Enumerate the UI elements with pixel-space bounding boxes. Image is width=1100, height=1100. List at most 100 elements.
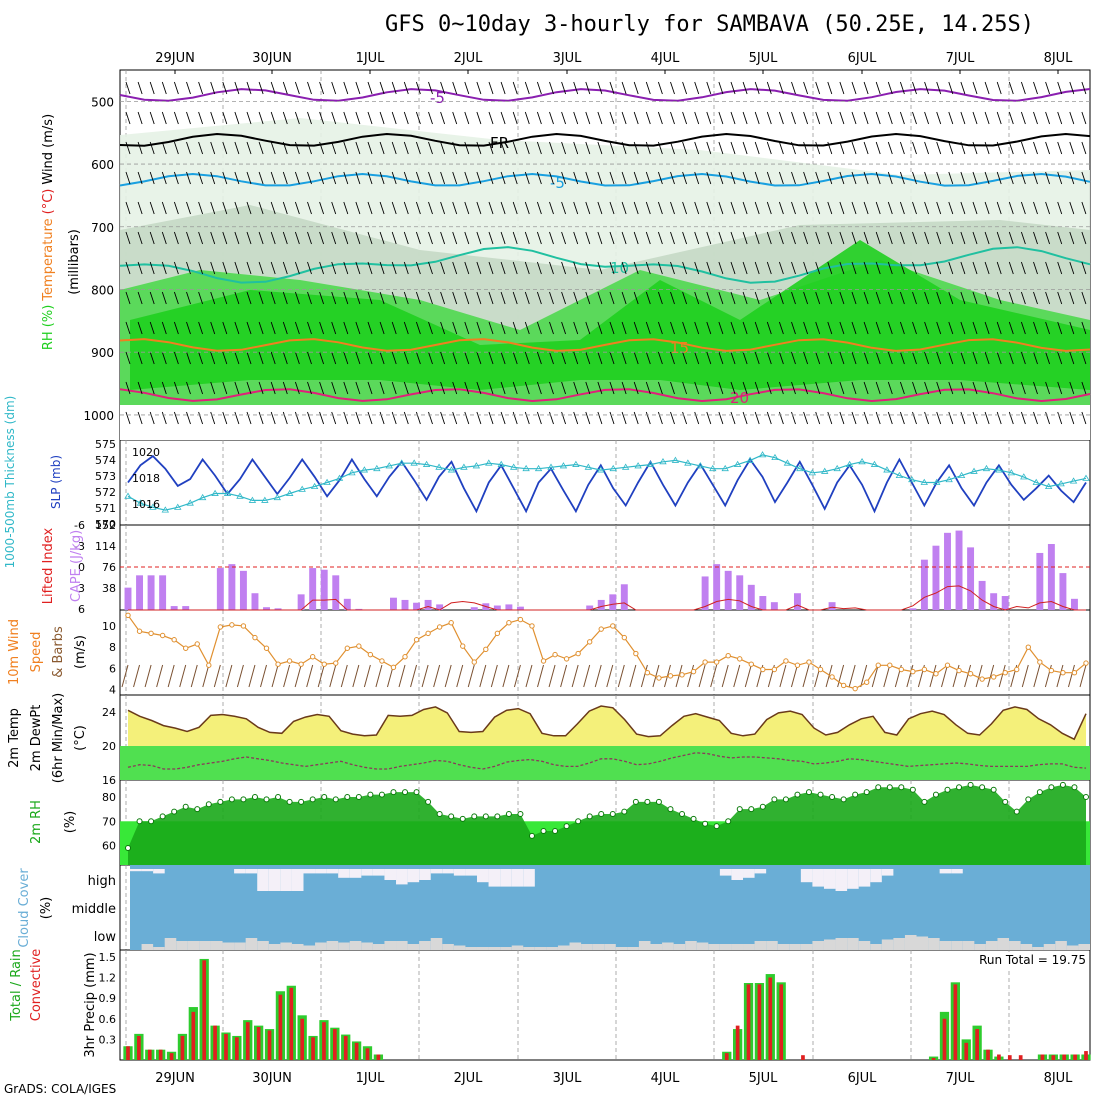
wind-barb-10m [1067, 664, 1075, 688]
rh-point [228, 796, 235, 803]
cloud-high-bar [384, 869, 397, 880]
precip-convective-bar [1040, 1054, 1045, 1060]
wind-barb [694, 351, 700, 365]
li-ylabel: Lifted Index [41, 527, 56, 604]
precip-convective-bar [724, 1053, 729, 1060]
wind-barb [549, 261, 554, 275]
wind-barb [428, 261, 433, 275]
thickness-point [895, 471, 904, 478]
wind-barb [282, 321, 288, 335]
wind-barb [1008, 201, 1014, 215]
wind-barb [609, 81, 615, 95]
cloud-low-bar [823, 939, 836, 950]
wind-barb [367, 261, 373, 275]
wind-barb [645, 381, 651, 395]
wind-barb [924, 231, 930, 245]
wind-barb-10m [617, 664, 625, 688]
wind-barb [1045, 201, 1051, 215]
wind-barb [585, 261, 591, 275]
precip-tick: 1.5 [99, 951, 117, 964]
wind-barb [972, 351, 978, 365]
rh-point [332, 796, 339, 803]
wind-barb [742, 381, 748, 395]
wind-barb [294, 141, 300, 155]
wind-barb [645, 351, 651, 365]
wind-barb [343, 141, 349, 155]
wind-barb [415, 291, 421, 305]
wind-barb [270, 321, 276, 335]
wind-barb-10m [629, 664, 637, 688]
wind-barb [682, 291, 688, 305]
temp-area [128, 706, 1086, 746]
wind-barb-10m [467, 664, 475, 688]
wind-barb [512, 261, 518, 275]
wind-barb [742, 411, 748, 425]
cloud-low-bar [407, 944, 420, 950]
wind-barb [186, 291, 191, 305]
wind-barb [294, 411, 300, 425]
cloud-high-bar [870, 869, 882, 883]
precip-ylabel-conv: Convective [29, 949, 44, 1022]
wind-barb [403, 231, 409, 245]
wind-barb [1008, 81, 1014, 95]
wind-speed-point [910, 668, 916, 675]
wind-barb [246, 321, 252, 335]
wind-barb [270, 171, 276, 185]
wind-barb [1020, 411, 1026, 425]
wind-barb [778, 291, 784, 305]
wind-barb [682, 321, 688, 335]
cape-bar [505, 604, 513, 610]
wind-barb [887, 141, 893, 155]
wind-barb [827, 111, 833, 125]
rh-point [921, 798, 928, 805]
wind-barb-10m [167, 664, 175, 688]
wind-barb [621, 321, 627, 335]
wind-barb [875, 381, 881, 395]
precip-convective-bar [942, 1018, 947, 1060]
rh-panel [120, 781, 1090, 865]
precip-convective-bar [1051, 1055, 1056, 1060]
cloud-low-bar [465, 947, 477, 950]
wind-barb [912, 81, 917, 95]
wind-barb [198, 201, 204, 215]
wind-barb [149, 111, 155, 125]
wind-barb [452, 231, 458, 245]
wind-barb [609, 411, 615, 425]
wind-barb [718, 231, 724, 245]
thickness-point [721, 464, 729, 472]
wind-barb [500, 81, 506, 95]
wind-barb [621, 351, 627, 365]
wind-barb [706, 351, 712, 365]
date-label-top: 3JUL [553, 51, 583, 66]
wind-barb [936, 111, 942, 125]
wind-barb [428, 171, 433, 185]
wind-barb [948, 201, 954, 215]
wind-barb [549, 141, 554, 155]
wind-barb [996, 261, 1002, 275]
thickness-tick: 573 [95, 470, 116, 483]
wind-barb [718, 261, 724, 275]
wind-barb [524, 411, 530, 425]
wind-barb-10m [941, 664, 948, 688]
cloud-low-bar [315, 942, 327, 950]
wind-barb [912, 321, 917, 335]
wind-barb [488, 411, 494, 425]
thickness-point [597, 466, 605, 473]
wind-barb [355, 321, 361, 335]
rh-point [494, 813, 501, 820]
wind-speed-point [852, 685, 858, 692]
wind-barb [524, 381, 530, 395]
thickness-point [547, 463, 555, 470]
rh-point [944, 786, 951, 793]
wind-barb [791, 381, 796, 395]
wind-barb [730, 351, 736, 365]
wind-barb [657, 81, 663, 95]
temp-tick: 20 [102, 740, 116, 753]
rh-point [390, 789, 397, 796]
wind-barb [1033, 141, 1038, 155]
wind-barb [1020, 171, 1026, 185]
cape-bar [828, 602, 836, 610]
cloud-high-bar [141, 869, 154, 872]
wind-barb-10m [502, 664, 510, 688]
